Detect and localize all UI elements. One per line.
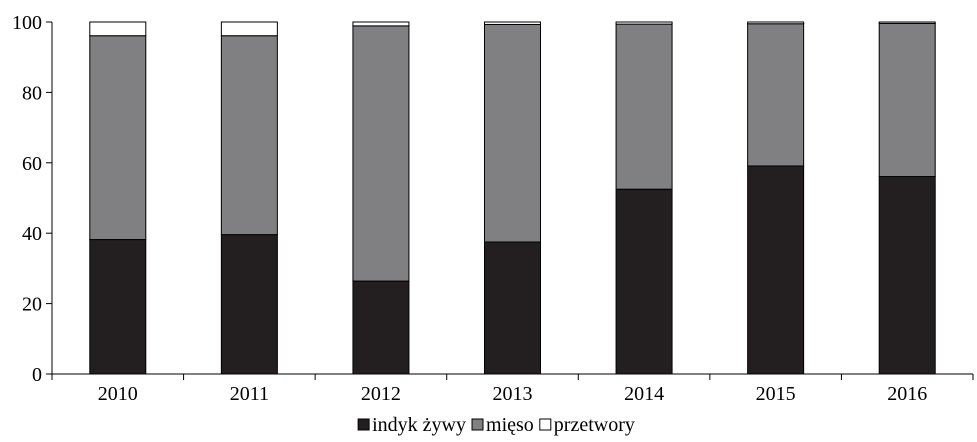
bar-2014-series-0 [615,188,673,375]
legend-label-2: przetwory [554,414,635,436]
y-tick-label: 40 [22,223,42,245]
bar-2010-series-1 [89,35,147,241]
legend-swatch-2 [539,418,552,431]
bar-2016-series-2 [878,21,936,24]
bar-2013-series-1 [484,23,541,243]
legend-label-1: mięso [486,414,534,436]
x-tick-label-2014: 2014 [624,383,664,405]
y-tick-label: 80 [22,82,42,104]
bar-2013-series-2 [484,21,541,25]
y-tick-label: 60 [22,153,42,175]
legend-swatch-0 [357,418,370,431]
bar-2013-series-0 [484,241,541,375]
bar-2012-series-1 [352,25,410,282]
bar-2011-series-2 [220,21,278,37]
bar-2011-series-0 [220,234,278,375]
x-tick-label-2012: 2012 [361,383,401,405]
y-tick-label: 100 [12,12,42,34]
bar-2014-series-2 [615,21,673,25]
bar-2015-series-1 [747,23,805,167]
bars-layer [89,21,936,375]
bar-2016-series-0 [878,176,936,375]
bar-2010-series-0 [89,239,147,375]
legend: indyk żywy mięso przetwory [357,414,635,436]
bar-2012-series-2 [352,21,410,27]
y-tick-label: 20 [22,294,42,316]
x-tick-label-2011: 2011 [230,383,269,405]
bar-2012-series-0 [352,280,410,375]
bar-2015-series-2 [747,21,805,25]
x-tick-label-2016: 2016 [887,383,927,405]
bar-2010-series-2 [89,21,147,37]
bar-2011-series-1 [220,35,278,236]
axes-layer: 0 20 40 60 80 100 2010 2011 2012 2013 2014 2015 2016 [12,12,974,405]
y-tick-label: 0 [32,364,42,386]
x-tick-label-2013: 2013 [493,383,533,405]
bar-2016-series-1 [878,22,936,178]
x-tick-label-2015: 2015 [756,383,796,405]
bar-2014-series-1 [615,23,673,190]
bar-2015-series-0 [747,165,805,375]
legend-swatch-1 [471,418,484,431]
legend-label-0: indyk żywy [372,414,466,436]
x-tick-label-2010: 2010 [98,383,138,405]
